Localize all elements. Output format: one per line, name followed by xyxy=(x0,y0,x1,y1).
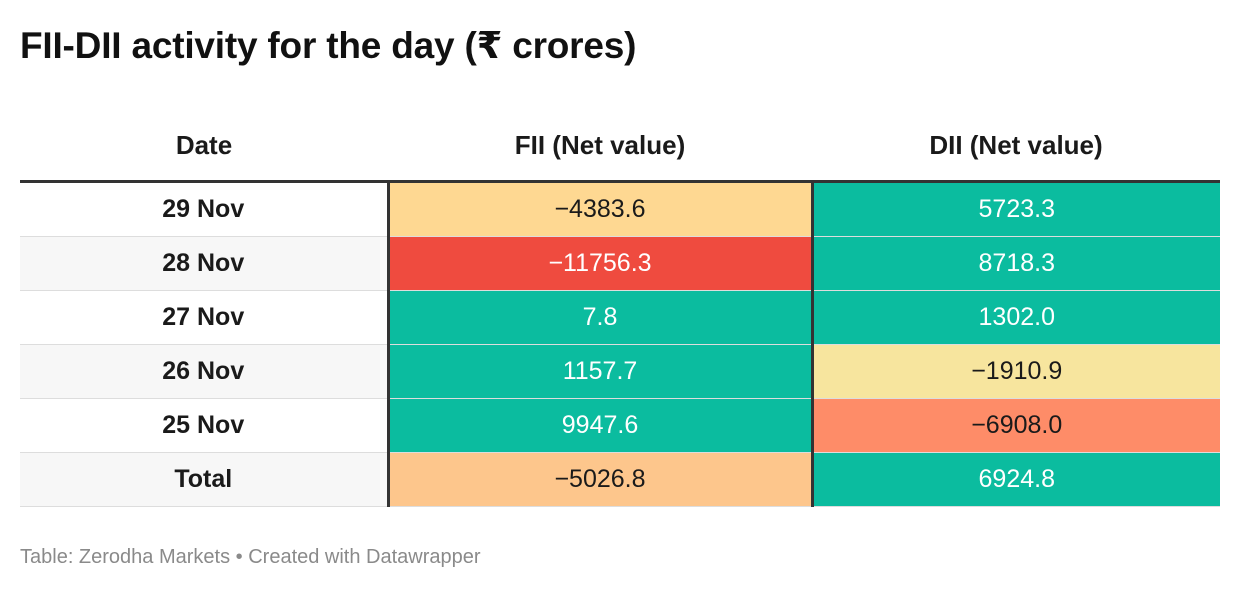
table-row: 25 Nov 9947.6 −6908.0 xyxy=(20,398,1220,453)
dii-value-cell: 8718.3 xyxy=(812,236,1220,291)
fii-value-cell: 1157.7 xyxy=(388,344,814,399)
header-row: Date FII (Net value) DII (Net value) xyxy=(20,110,1220,183)
date-cell: Total xyxy=(20,452,390,507)
date-cell: 28 Nov xyxy=(20,236,390,291)
fii-value-cell: 7.8 xyxy=(388,290,814,345)
table-row: 26 Nov 1157.7 −1910.9 xyxy=(20,344,1220,399)
fii-value-cell: −4383.6 xyxy=(388,181,814,237)
dii-value-cell: −1910.9 xyxy=(812,344,1220,399)
table-row: 28 Nov −11756.3 8718.3 xyxy=(20,236,1220,291)
fii-dii-table: Date FII (Net value) DII (Net value) 29 … xyxy=(20,110,1220,507)
date-cell: 27 Nov xyxy=(20,290,390,345)
dii-value-cell: 5723.3 xyxy=(812,181,1220,237)
date-cell: 25 Nov xyxy=(20,398,390,453)
fii-value-cell: −5026.8 xyxy=(388,452,814,507)
fii-value-cell: 9947.6 xyxy=(388,398,814,453)
table-row: 29 Nov −4383.6 5723.3 xyxy=(20,181,1220,237)
column-header-dii: DII (Net value) xyxy=(812,110,1220,183)
fii-value-cell: −11756.3 xyxy=(388,236,814,291)
column-header-date: Date xyxy=(20,110,388,183)
table-row: Total −5026.8 6924.8 xyxy=(20,452,1220,507)
table-row: 27 Nov 7.8 1302.0 xyxy=(20,290,1220,345)
dii-value-cell: 1302.0 xyxy=(812,290,1220,345)
column-header-fii: FII (Net value) xyxy=(388,110,812,183)
table-body: 29 Nov −4383.6 5723.3 28 Nov −11756.3 8718.3 2… xyxy=(20,181,1220,507)
dii-value-cell: −6908.0 xyxy=(812,398,1220,453)
date-cell: 26 Nov xyxy=(20,344,390,399)
date-cell: 29 Nov xyxy=(20,181,390,237)
source-note: Table: Zerodha Markets • Created with Da… xyxy=(20,546,481,568)
chart-title: FII-DII activity for the day (₹ crores) xyxy=(20,25,637,66)
dii-value-cell: 6924.8 xyxy=(812,452,1220,507)
